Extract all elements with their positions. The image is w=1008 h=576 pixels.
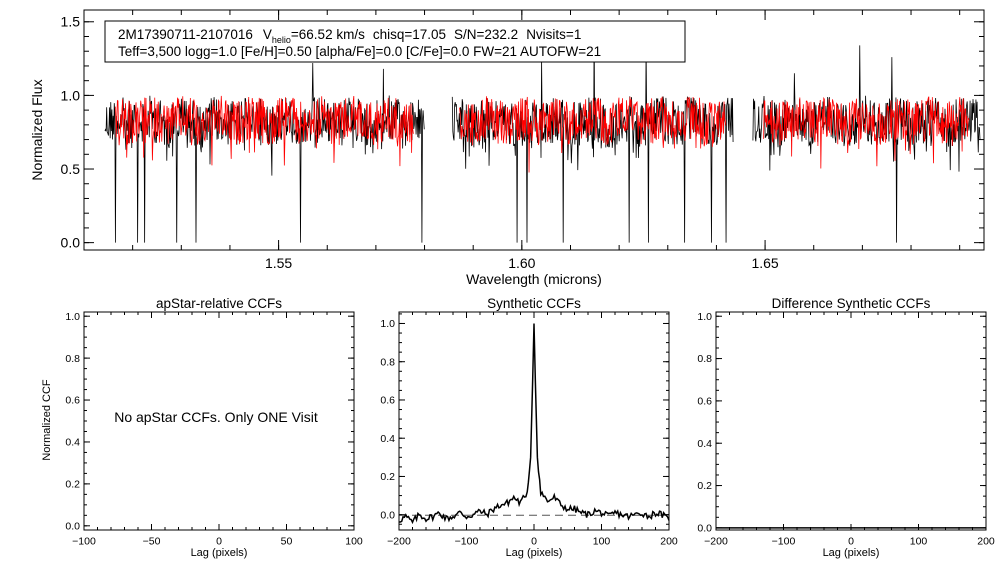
difference-title: Difference Synthetic CCFs: [772, 296, 931, 311]
observed-spectrum-chip-2: [451, 21, 734, 243]
x-tick-label: 100: [345, 536, 363, 548]
y-tick-label: 0.6: [697, 396, 712, 408]
model-spectrum-chip-3: [763, 96, 970, 169]
y-tick-label: 0.2: [697, 480, 712, 492]
x-tick-label: −200: [704, 536, 728, 548]
x-tick-label: 1.60: [508, 255, 535, 271]
x-tick-label: 1.65: [751, 255, 778, 271]
y-tick-label: 0.5: [61, 161, 81, 177]
x-tick-label: 0: [216, 536, 222, 548]
x-tick-label: 100: [910, 536, 928, 548]
y-tick-label: 0.8: [65, 353, 80, 365]
x-tick-label: 50: [281, 536, 293, 548]
x-tick-label: 100: [593, 536, 611, 548]
y-tick-label: 0.8: [697, 353, 712, 365]
y-tick-label: 0.6: [380, 395, 395, 407]
y-tick-label: 1.0: [697, 311, 712, 323]
y-tick-label: 0.4: [65, 437, 80, 449]
y-tick-label: 0.0: [380, 509, 395, 521]
synthetic-title: Synthetic CCFs: [487, 296, 581, 311]
model-spectrum-chip-2: [459, 96, 727, 173]
chisq-value: chisq=17.05: [373, 27, 446, 42]
apstar-x-axis-label: Lag (pixels): [191, 547, 248, 559]
synthetic-x-axis-label: Lag (pixels): [506, 547, 563, 559]
y-tick-label: 0.2: [380, 471, 395, 483]
apstar-ticks: −100 −50 0 50 100 0.0 0.2 0.4 0.6 0.8 1.0: [65, 311, 363, 548]
spectrum-panel: 1.55 1.60 1.65 0.0 0.5 1.0 1.5 2M17390711-2107…: [29, 9, 985, 287]
x-tick-label: −100: [455, 536, 479, 548]
y-tick-label: 0.4: [380, 433, 395, 445]
x-tick-label: 0: [848, 536, 854, 548]
apstar-ccf-panel: −100 −50 0 50 100 0.0 0.2 0.4 0.6 0.8 1.0 apStar-r…: [41, 296, 363, 559]
x-tick-label: −100: [772, 536, 796, 548]
y-tick-label: 1.5: [61, 14, 81, 30]
info-box-frame: [104, 20, 686, 63]
y-tick-label: 0.6: [65, 395, 80, 407]
model-spectrum-chip-1: [115, 95, 414, 167]
snr-value: S/N=232.2: [454, 27, 518, 42]
y-tick-label: 0.0: [65, 520, 80, 532]
y-tick-label: 1.0: [380, 318, 395, 330]
x-tick-label: 200: [977, 536, 995, 548]
x-tick-label: −100: [72, 536, 96, 548]
synthetic-ccf-data: [398, 323, 670, 525]
spectrum-y-axis-label: Normalized Flux: [29, 79, 45, 180]
difference-ticks: −200 −100 0 100 200 0.0 0.2 0.4 0.6 0.8 1.0: [697, 311, 995, 548]
vhelio-value: =66.52 km/s: [291, 27, 365, 42]
vhelio-subscript: helio: [272, 35, 291, 45]
apstar-annotation: No apStar CCFs. Only ONE Visit: [114, 409, 318, 425]
apstar-title: apStar-relative CCFs: [156, 296, 282, 311]
synthetic-ccf-line: [398, 323, 670, 525]
spectrum-frame: [83, 9, 985, 251]
y-tick-label: 0.0: [61, 235, 81, 251]
nvisits-value: Nvisits=1: [526, 27, 581, 42]
y-tick-label: 0.4: [697, 438, 712, 450]
star-id: 2M17390711-2107016: [118, 27, 253, 42]
y-tick-label: 0.2: [65, 479, 80, 491]
y-tick-label: 0.0: [697, 523, 712, 535]
apstar-y-axis-label: Normalized CCF: [41, 379, 53, 461]
spectrum-ticks: 1.55 1.60 1.65 0.0 0.5 1.0 1.5: [61, 10, 984, 271]
info-line-1: 2M17390711-2107016 Vhelio=66.52 km/s chisq…: [118, 27, 581, 45]
synthetic-ticks: −200 −100 0 100 200 0.0 0.2 0.4 0.6 0.8 1.0: [380, 312, 678, 548]
x-tick-label: −50: [143, 536, 161, 548]
synthetic-ccf-panel: −200 −100 0 100 200 0.0 0.2 0.4 0.6 0.8 1.0 Synthe…: [380, 296, 678, 559]
model-spectrum-series: [115, 95, 970, 173]
spectrum-x-axis-label: Wavelength (microns): [466, 271, 602, 287]
y-tick-label: 0.8: [380, 356, 395, 368]
y-tick-label: 1.0: [65, 311, 80, 323]
y-tick-label: 1.0: [61, 87, 81, 103]
x-tick-label: 1.55: [265, 255, 292, 271]
spectrum-info-box: 2M17390711-2107016 Vhelio=66.52 km/s chisq…: [104, 20, 686, 63]
x-tick-label: −200: [387, 536, 411, 548]
info-line-2: Teff=3,500 logg=1.0 [Fe/H]=0.50 [alpha/F…: [118, 44, 601, 59]
difference-x-axis-label: Lag (pixels): [823, 547, 880, 559]
x-tick-label: 0: [531, 536, 537, 548]
vhelio-symbol: V: [263, 27, 272, 42]
difference-ccf-panel: −200 −100 0 100 200 0.0 0.2 0.4 0.6 0.8 1.0 Differ…: [697, 296, 995, 559]
x-tick-label: 200: [660, 536, 678, 548]
